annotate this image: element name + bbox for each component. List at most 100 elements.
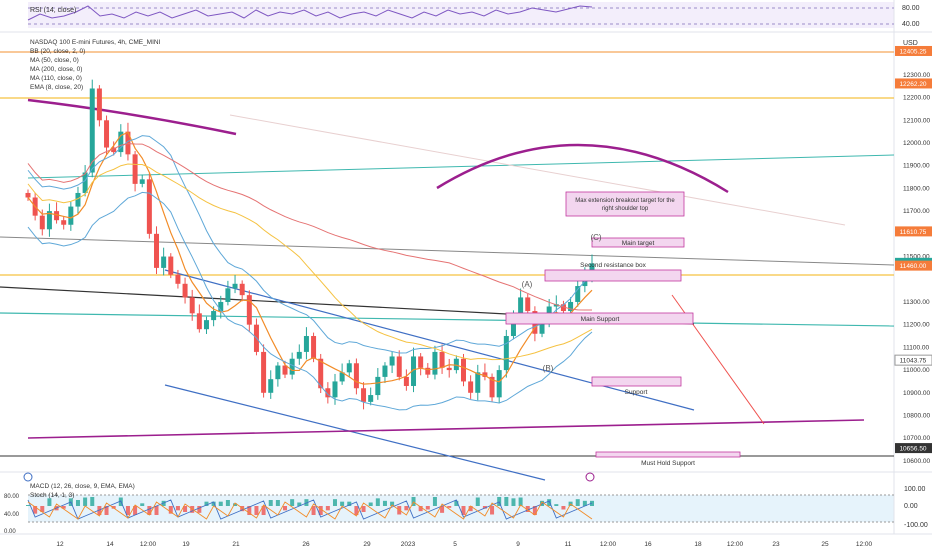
symbol-title[interactable]: NASDAQ 100 E-mini Futures, 4h, CME_MINI <box>30 39 161 46</box>
macd-bar <box>311 506 316 515</box>
candle-body <box>418 356 424 368</box>
candle-body <box>25 192 31 198</box>
main-target-box[interactable] <box>591 237 685 248</box>
candle-body <box>75 192 81 207</box>
time-tick: 18 <box>694 541 702 548</box>
support-box[interactable] <box>591 376 682 387</box>
macd-bar <box>297 502 302 506</box>
price-badge <box>895 45 932 56</box>
macd-bar <box>133 506 138 515</box>
stoch-k-line <box>27 499 593 520</box>
rsi-tick: 80.00 <box>902 5 920 12</box>
candle-body <box>589 263 595 275</box>
time-tick: 11 <box>565 541 572 548</box>
max-extension-text-1: Max extension breakout target for the rig… <box>575 198 675 212</box>
must-hold-box[interactable] <box>595 451 741 458</box>
left-shoulder-arc <box>27 98 237 136</box>
candle-body <box>325 388 331 398</box>
indicator-ma50[interactable]: MA (50, close, 0) <box>30 57 79 64</box>
bb-lower-line <box>27 191 593 411</box>
indicator-bb[interactable]: BB (20, close, 2, 0) <box>30 48 85 55</box>
macd-bar <box>504 497 509 506</box>
macd-bar <box>497 497 502 506</box>
candle-body <box>182 283 188 298</box>
price-tick: 11700.00 <box>903 208 930 215</box>
annotation-boxes: Max extension breakout target for the rig… <box>505 191 741 467</box>
indicator-ma200[interactable]: MA (200, close, 0) <box>30 66 82 73</box>
event-marker-icon[interactable] <box>23 472 33 482</box>
price-badge <box>895 260 932 271</box>
candle-body <box>189 297 195 314</box>
price-axis[interactable]: 12300.00 12200.00 12100.00 12000.00 11900.00… <box>903 72 930 465</box>
candle-body <box>289 358 295 375</box>
macd-bar <box>26 505 30 506</box>
macd-bar <box>61 506 66 509</box>
macd-bar <box>261 506 266 515</box>
candle-body <box>468 381 474 393</box>
indicator-ema8[interactable]: EMA (8, close, 20) <box>30 84 83 91</box>
ma200-line <box>27 143 593 311</box>
candle-body <box>518 297 524 318</box>
price-badge-text: 12405.25 <box>899 48 926 55</box>
wave-b-label: (B) <box>543 364 554 373</box>
trendline <box>0 312 895 327</box>
main-target-label: Main target <box>622 240 655 247</box>
macd-bar <box>325 506 330 511</box>
candle-body <box>332 381 338 398</box>
macd-bar <box>197 506 202 513</box>
macd-bar <box>225 500 230 506</box>
macd-label[interactable]: MACD (12, 26, close, 9, EMA, EMA) <box>30 483 135 490</box>
candle-body <box>125 131 131 155</box>
candle-body <box>96 88 102 121</box>
macd-bar <box>283 506 288 511</box>
macd-bar <box>254 506 259 515</box>
time-tick: 26 <box>302 541 310 548</box>
candle-body <box>375 376 381 396</box>
macd-bar <box>340 501 345 506</box>
macd-bar <box>418 506 423 512</box>
macd-bar <box>104 506 109 515</box>
time-tick: 12 <box>56 541 64 548</box>
candle-body <box>439 351 445 368</box>
candle-body <box>553 304 559 307</box>
main-support-box[interactable] <box>505 312 694 325</box>
indicator-ma110[interactable]: MA (110, close, 0) <box>30 75 82 82</box>
macd-bar <box>525 506 530 512</box>
candle-body <box>368 395 374 402</box>
price-badge-text: 11043.75 <box>900 358 927 365</box>
macd-bar <box>268 500 273 506</box>
macd-bar <box>561 506 566 510</box>
macd-bar <box>290 499 295 506</box>
candle-body <box>218 301 224 312</box>
price-tick: 12300.00 <box>903 72 930 79</box>
candle-body <box>161 256 167 268</box>
second-resistance-box[interactable] <box>544 269 682 282</box>
max-extension-box[interactable] <box>565 191 685 217</box>
time-tick: 9 <box>516 541 520 548</box>
candle-body <box>196 313 202 330</box>
candle-body <box>525 297 531 312</box>
candle-body <box>39 215 45 230</box>
candle-body <box>382 365 388 377</box>
macd-bar <box>511 498 516 506</box>
macd-bar <box>218 501 223 506</box>
candle-body <box>482 372 488 377</box>
macd-bar <box>447 506 452 508</box>
stoch-d-line <box>27 501 593 520</box>
candle-body <box>411 356 417 386</box>
price-tick: 11100.00 <box>903 344 930 351</box>
macd-bar <box>432 497 437 506</box>
price-tick: 10800.00 <box>903 413 930 420</box>
earnings-marker-icon[interactable] <box>585 472 595 482</box>
candle-body <box>339 372 345 382</box>
candle-body <box>46 211 52 230</box>
time-axis[interactable]: 12 14 12:00 19 21 26 29 2023 5 9 11 12:00 16 18 12:00 2… <box>56 541 872 548</box>
trendline <box>229 114 846 226</box>
time-tick: 19 <box>182 541 190 548</box>
stoch-label[interactable]: Stoch (14, 1, 3) <box>30 492 74 499</box>
currency-label: USD <box>903 40 918 47</box>
price-tick: 11800.00 <box>903 185 930 192</box>
macd-bar <box>47 498 52 506</box>
